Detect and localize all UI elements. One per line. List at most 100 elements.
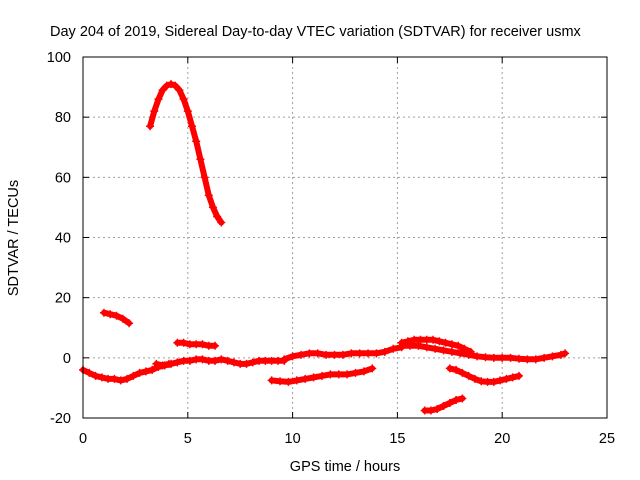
data-point <box>141 367 150 376</box>
data-point <box>125 319 134 328</box>
data-point <box>548 352 557 361</box>
data-point <box>112 311 121 320</box>
data-point <box>514 371 523 380</box>
data-point <box>129 371 138 380</box>
data-point <box>326 370 335 379</box>
series-track-bottom <box>420 394 467 415</box>
data-point <box>305 349 314 358</box>
data-point <box>200 173 209 182</box>
data-point <box>431 344 440 353</box>
data-point <box>217 218 226 227</box>
data-point <box>198 355 207 364</box>
data-point <box>498 353 507 362</box>
data-point <box>185 356 194 365</box>
data-point <box>372 349 381 358</box>
series-track-hump <box>397 335 475 356</box>
data-point <box>276 377 285 386</box>
data-point <box>439 401 448 410</box>
data-point <box>148 365 157 374</box>
data-point <box>351 368 360 377</box>
data-point <box>309 373 318 382</box>
data-point <box>347 349 356 358</box>
data-point <box>192 137 201 146</box>
data-point <box>445 398 454 407</box>
data-point <box>454 341 463 350</box>
series-line <box>446 365 522 385</box>
data-point <box>248 358 257 367</box>
data-point <box>496 376 505 385</box>
data-point <box>198 340 207 349</box>
data-point <box>175 86 184 95</box>
data-point <box>489 353 498 362</box>
data-point <box>458 368 467 377</box>
data-point <box>154 95 163 104</box>
data-point <box>164 359 173 368</box>
data-point <box>158 86 167 95</box>
data-point <box>167 80 176 89</box>
data-point <box>531 355 540 364</box>
series-track-minus8 <box>267 364 377 386</box>
data-point <box>452 365 461 374</box>
data-point <box>338 350 347 359</box>
data-point <box>211 356 220 365</box>
y-axis-label: SDTVAR / TECUs <box>6 180 22 296</box>
data-point <box>110 374 119 383</box>
data-point <box>433 404 442 413</box>
series-track-u <box>445 364 523 386</box>
data-point <box>99 308 108 317</box>
data-point <box>146 122 155 131</box>
data-point <box>204 191 213 200</box>
data-point <box>106 310 115 319</box>
data-point <box>441 338 450 347</box>
data-point <box>502 374 511 383</box>
x-tick-label: 0 <box>79 431 87 447</box>
data-point <box>456 349 465 358</box>
series-track-baseline-b <box>280 343 406 364</box>
series-track-short-5 <box>173 338 220 350</box>
data-point <box>403 337 412 346</box>
data-point <box>343 370 352 379</box>
data-point <box>123 374 132 383</box>
data-point <box>540 353 549 362</box>
data-series <box>79 80 570 415</box>
data-point <box>380 347 389 356</box>
data-point <box>313 349 322 358</box>
data-point <box>355 349 364 358</box>
y-tick-label: 80 <box>55 110 71 126</box>
data-point <box>211 341 220 350</box>
data-point <box>280 355 289 364</box>
data-point <box>85 368 94 377</box>
y-tick-label: -20 <box>50 411 71 427</box>
data-point <box>208 203 217 212</box>
data-point <box>171 81 180 90</box>
data-point <box>368 364 377 373</box>
data-point <box>445 364 454 373</box>
data-point <box>196 155 205 164</box>
data-point <box>97 373 106 382</box>
data-point <box>179 338 188 347</box>
data-point <box>213 212 222 221</box>
data-point <box>473 352 482 361</box>
data-point <box>389 344 398 353</box>
series-track-baseline-c <box>397 341 570 364</box>
data-point <box>561 349 570 358</box>
data-point <box>152 359 161 368</box>
data-point <box>447 347 456 356</box>
data-point <box>429 335 438 344</box>
data-point <box>435 337 444 346</box>
data-point <box>118 314 127 323</box>
data-point <box>284 377 293 386</box>
series-line <box>147 81 225 226</box>
data-point <box>466 347 475 356</box>
data-point <box>414 341 423 350</box>
data-point <box>458 394 467 403</box>
data-point <box>301 374 310 383</box>
data-point <box>359 367 368 376</box>
data-point <box>556 350 565 359</box>
data-point <box>364 349 373 358</box>
data-point <box>217 355 226 364</box>
data-point <box>397 338 406 347</box>
x-tick-label: 25 <box>599 431 615 447</box>
tick-labels: 0 5 10 15 20 25 -20 0 20 40 60 80 100 <box>47 50 615 447</box>
